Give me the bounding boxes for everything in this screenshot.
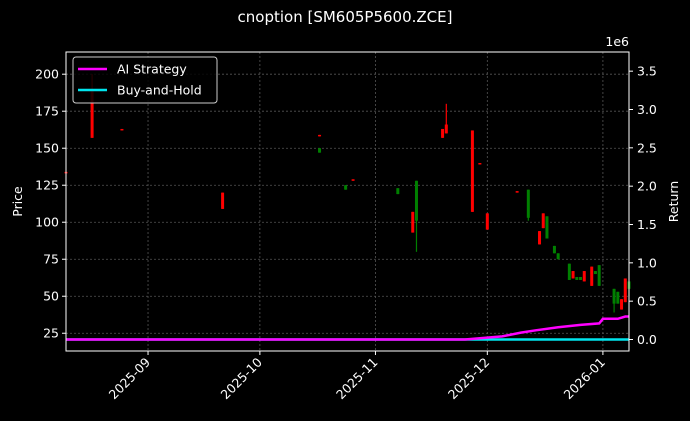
candle-body <box>441 128 445 138</box>
candle-body <box>318 134 322 137</box>
y-tick-label: 200 <box>35 67 59 82</box>
candle-body <box>579 276 583 280</box>
candle-body <box>470 130 474 212</box>
y-tick-label: 100 <box>35 215 59 230</box>
y2-tick-label: 1.5 <box>637 217 657 232</box>
y2-tick-label: 3.0 <box>637 102 657 117</box>
x-tick-label: 2025-11 <box>333 355 381 403</box>
candle-body <box>351 179 355 181</box>
chart-title: cnoption [SM605P5600.ZCE] <box>237 8 453 26</box>
y2-offset-label: 1e6 <box>605 34 629 49</box>
candlesticks <box>64 74 631 313</box>
candle-body <box>620 299 624 310</box>
candle-body <box>396 188 400 195</box>
y2-tick-label: 2.0 <box>637 179 657 194</box>
return-lines <box>66 315 629 341</box>
plot-frame <box>65 51 630 352</box>
x-tick-label: 2025-10 <box>217 354 265 402</box>
y-tick-label: 50 <box>43 289 59 304</box>
candle-body <box>411 211 415 233</box>
y2-tick-label: 2.5 <box>637 140 657 155</box>
candle-body <box>545 216 549 239</box>
candle-body <box>318 148 322 153</box>
y2-tick-label: 3.5 <box>637 64 657 79</box>
candle-body <box>623 278 627 303</box>
candle-body <box>593 271 597 275</box>
y2-tick-label: 1.0 <box>637 255 657 270</box>
candle-body <box>515 191 519 193</box>
candle-body <box>538 231 542 245</box>
y2-tick-label: 0.0 <box>637 332 657 347</box>
candle-body <box>90 89 94 138</box>
legend-box <box>72 56 218 104</box>
x-tick-label: 2025-09 <box>106 354 154 402</box>
y-axis-label: Price <box>10 186 25 217</box>
candle-body <box>571 271 575 279</box>
x-tick-label: 2025-12 <box>445 355 493 403</box>
candle-body <box>444 124 448 134</box>
candle-body <box>575 276 579 280</box>
candle-body <box>541 213 545 229</box>
candle-body <box>485 213 489 230</box>
candle-body <box>582 271 586 282</box>
series-line-ai-strategy <box>66 315 629 341</box>
candle-body <box>567 263 571 280</box>
x-tick-label: 2026-01 <box>560 355 608 403</box>
y-tick-label: 125 <box>35 178 59 193</box>
candle-body <box>526 189 530 218</box>
candle-body <box>414 180 418 221</box>
y-tick-label: 75 <box>43 252 59 267</box>
candle-body <box>221 192 225 209</box>
candle-body <box>552 245 556 254</box>
candle-body <box>120 128 124 131</box>
candle-body <box>478 163 482 165</box>
legend: AI Strategy Buy-and-Hold <box>72 56 218 104</box>
legend-label: AI Strategy <box>117 62 187 77</box>
candle-body <box>344 185 348 190</box>
legend-label: Buy-and-Hold <box>117 83 202 98</box>
candle-body <box>612 288 616 304</box>
candle-body <box>556 253 560 260</box>
grid-lines <box>66 52 629 351</box>
y2-tick-label: 0.5 <box>637 294 657 309</box>
candle-body <box>590 266 594 286</box>
y-tick-label: 150 <box>35 141 59 156</box>
candle-body <box>616 291 620 304</box>
candle-body <box>597 265 601 286</box>
y-tick-label: 25 <box>43 326 59 341</box>
y2-axis-label: Return <box>666 181 681 222</box>
y-tick-label: 175 <box>35 104 59 119</box>
